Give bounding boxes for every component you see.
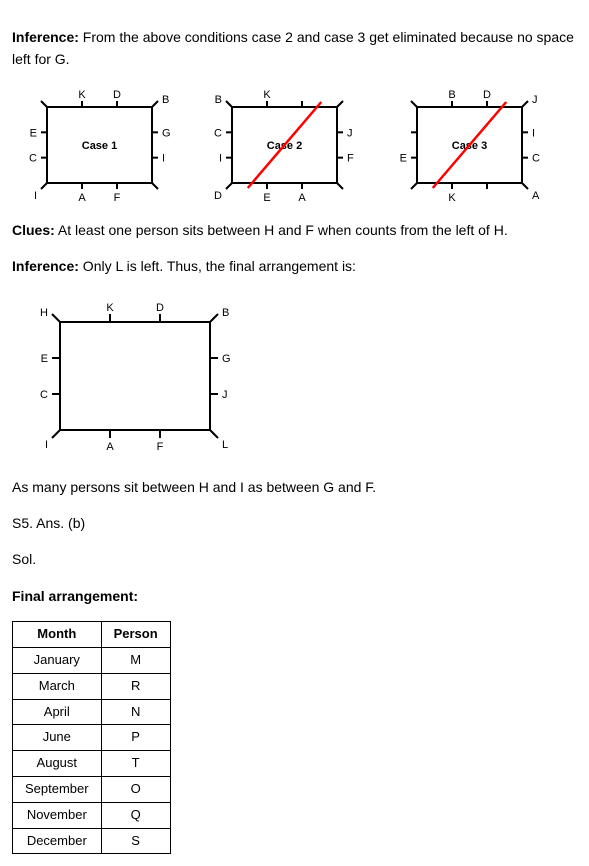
svg-text:B: B bbox=[222, 307, 229, 319]
table-row: JuneP bbox=[13, 725, 171, 751]
inference1-text: From the above conditions case 2 and cas… bbox=[12, 29, 574, 67]
table-row: SeptemberO bbox=[13, 776, 171, 802]
svg-text:I: I bbox=[45, 439, 48, 451]
table-cell: O bbox=[101, 776, 170, 802]
diagram-final: K D A F E C G J H B I L bbox=[12, 292, 577, 462]
svg-text:L: L bbox=[222, 439, 228, 451]
table-cell: December bbox=[13, 828, 102, 854]
svg-text:G: G bbox=[222, 353, 231, 365]
svg-text:J: J bbox=[532, 94, 538, 106]
table-cell: T bbox=[101, 751, 170, 777]
svg-text:D: D bbox=[214, 190, 222, 202]
table-header: Person bbox=[101, 622, 170, 648]
table-cell: Q bbox=[101, 802, 170, 828]
table-cell: August bbox=[13, 751, 102, 777]
inference2-text: Only L is left. Thus, the final arrangem… bbox=[79, 258, 356, 274]
sol-line: Sol. bbox=[12, 548, 577, 570]
svg-text:G: G bbox=[162, 127, 171, 139]
svg-text:I: I bbox=[532, 127, 535, 139]
final-arrangement-label: Final arrangement: bbox=[12, 585, 577, 607]
svg-text:I: I bbox=[219, 152, 222, 164]
table-cell: November bbox=[13, 802, 102, 828]
answer-line: S5. Ans. (b) bbox=[12, 512, 577, 534]
svg-text:E: E bbox=[30, 127, 37, 139]
svg-text:J: J bbox=[347, 127, 353, 139]
svg-text:D: D bbox=[113, 89, 121, 101]
svg-text:D: D bbox=[483, 89, 491, 101]
svg-text:K: K bbox=[106, 302, 114, 314]
table-cell: September bbox=[13, 776, 102, 802]
final-arrangement-table: MonthPerson JanuaryMMarchRAprilNJunePAug… bbox=[12, 621, 171, 854]
table-cell: R bbox=[101, 673, 170, 699]
svg-text:Case 1: Case 1 bbox=[82, 140, 117, 152]
table-cell: P bbox=[101, 725, 170, 751]
svg-text:A: A bbox=[78, 192, 86, 204]
table-cell: S bbox=[101, 828, 170, 854]
table-header: Month bbox=[13, 622, 102, 648]
svg-text:B: B bbox=[215, 94, 222, 106]
footer-line: As many persons sit between H and I as b… bbox=[12, 476, 577, 498]
svg-text:E: E bbox=[41, 353, 48, 365]
svg-text:C: C bbox=[532, 152, 540, 164]
diagram-case3: BDKEICJACase 3 bbox=[382, 85, 557, 205]
diagram-case1: K D A F E C G I B I Case 1 bbox=[12, 85, 187, 205]
svg-text:A: A bbox=[298, 192, 306, 204]
svg-text:E: E bbox=[400, 152, 407, 164]
diagram-row-1: KDAFECGIBICase 1 KEACIJFBDCase 2 BDKEICJ… bbox=[12, 85, 577, 205]
svg-text:C: C bbox=[214, 127, 222, 139]
inference1: Inference: From the above conditions cas… bbox=[12, 26, 577, 71]
table-cell: January bbox=[13, 647, 102, 673]
table-cell: N bbox=[101, 699, 170, 725]
inference2-label: Inference: bbox=[12, 258, 79, 274]
svg-text:K: K bbox=[263, 89, 271, 101]
svg-text:B: B bbox=[448, 89, 455, 101]
diagram-case2: KEACIJFBDCase 2 bbox=[197, 85, 372, 205]
svg-text:D: D bbox=[156, 302, 164, 314]
svg-text:F: F bbox=[114, 192, 121, 204]
svg-text:K: K bbox=[78, 89, 86, 101]
svg-text:C: C bbox=[29, 152, 37, 164]
svg-text:H: H bbox=[40, 307, 48, 319]
svg-text:E: E bbox=[263, 192, 270, 204]
table-row: DecemberS bbox=[13, 828, 171, 854]
clues-label: Clues: bbox=[12, 222, 55, 238]
svg-text:F: F bbox=[347, 152, 354, 164]
svg-text:I: I bbox=[162, 152, 165, 164]
svg-text:J: J bbox=[222, 389, 228, 401]
svg-text:B: B bbox=[162, 94, 169, 106]
table-row: AugustT bbox=[13, 751, 171, 777]
inference1-label: Inference: bbox=[12, 29, 79, 45]
svg-text:A: A bbox=[106, 441, 114, 453]
clues-text: At least one person sits between H and F… bbox=[55, 222, 508, 238]
table-cell: M bbox=[101, 647, 170, 673]
svg-text:K: K bbox=[448, 192, 456, 204]
inference2: Inference: Only L is left. Thus, the fin… bbox=[12, 255, 577, 277]
table-row: JanuaryM bbox=[13, 647, 171, 673]
table-cell: April bbox=[13, 699, 102, 725]
table-cell: June bbox=[13, 725, 102, 751]
table-cell: March bbox=[13, 673, 102, 699]
svg-text:A: A bbox=[532, 190, 540, 202]
table-row: NovemberQ bbox=[13, 802, 171, 828]
svg-text:F: F bbox=[157, 441, 164, 453]
clues: Clues: At least one person sits between … bbox=[12, 219, 577, 241]
svg-text:C: C bbox=[40, 389, 48, 401]
svg-text:I: I bbox=[34, 190, 37, 202]
table-row: AprilN bbox=[13, 699, 171, 725]
table-row: MarchR bbox=[13, 673, 171, 699]
